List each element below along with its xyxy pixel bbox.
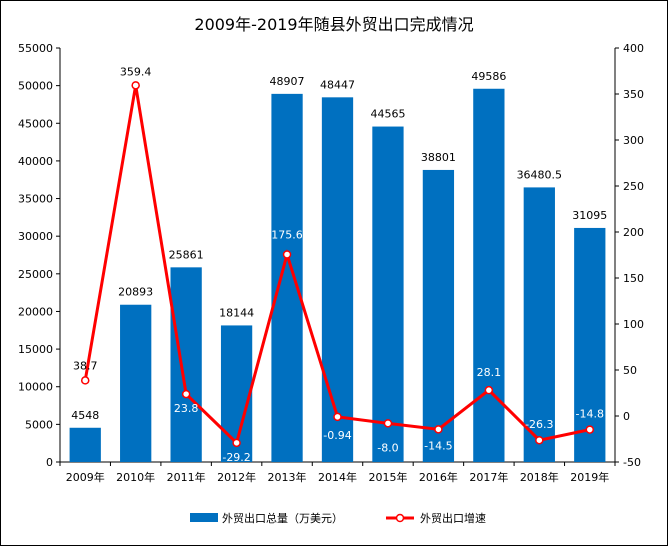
bar-data-label: 36480.5 bbox=[517, 168, 563, 181]
y-left-tick-label: 15000 bbox=[18, 343, 53, 356]
x-tick-label: 2017年 bbox=[469, 470, 508, 484]
growth-point bbox=[434, 425, 443, 434]
bar bbox=[372, 126, 404, 462]
bar bbox=[473, 88, 505, 462]
x-tick-label: 2011年 bbox=[167, 470, 206, 484]
legend-label-bar: 外贸出口总量（万美元） bbox=[222, 511, 343, 525]
x-tick-label: 2012年 bbox=[217, 470, 256, 484]
bar bbox=[69, 427, 101, 462]
y-left-tick-label: 50000 bbox=[18, 80, 53, 93]
y-right-tick-label: 150 bbox=[623, 272, 644, 285]
y-left-tick-label: 40000 bbox=[18, 155, 53, 168]
line-data-label: -8.0 bbox=[377, 441, 398, 454]
bar bbox=[321, 97, 354, 462]
bar bbox=[170, 267, 202, 462]
x-tick-label: 2018年 bbox=[520, 470, 559, 484]
chart-title: 2009年-2019年随县外贸出口完成情况 bbox=[194, 15, 474, 34]
growth-point bbox=[131, 81, 140, 90]
growth-point bbox=[80, 376, 90, 385]
line-data-label: -14.5 bbox=[424, 439, 452, 452]
growth-point bbox=[484, 385, 494, 395]
bar-data-label: 4548 bbox=[71, 409, 99, 422]
y-right-tick-label: 0 bbox=[623, 410, 630, 423]
y-left-tick-label: 10000 bbox=[18, 381, 53, 394]
bar bbox=[422, 169, 455, 462]
bar bbox=[574, 227, 606, 462]
line-data-label: -26.3 bbox=[525, 418, 553, 431]
x-tick-label: 2013年 bbox=[268, 470, 307, 484]
bar-data-label: 49586 bbox=[471, 70, 506, 83]
line-data-label: 28.1 bbox=[477, 366, 502, 379]
line-data-label: 23.8 bbox=[174, 402, 199, 415]
bar-data-label: 38801 bbox=[421, 151, 456, 164]
legend-label-line: 外贸出口增速 bbox=[420, 511, 486, 525]
bar-data-label: 18144 bbox=[219, 306, 254, 319]
legend-swatch-bar bbox=[190, 513, 218, 522]
bar-data-label: 44565 bbox=[370, 108, 405, 121]
x-tick-label: 2010年 bbox=[116, 470, 155, 484]
y-left-tick-label: 5000 bbox=[25, 418, 53, 431]
x-tick-label: 2014年 bbox=[318, 470, 357, 484]
growth-point bbox=[333, 412, 342, 422]
x-tick-label: 2016年 bbox=[419, 470, 458, 484]
y-left-tick-label: 30000 bbox=[18, 230, 53, 243]
growth-point bbox=[535, 435, 544, 445]
y-right-tick-label: 200 bbox=[623, 226, 644, 239]
y-right-tick-label: -50 bbox=[623, 456, 641, 469]
growth-point bbox=[585, 425, 595, 434]
line-data-label: -0.94 bbox=[323, 429, 351, 442]
bar-data-label: 25861 bbox=[169, 248, 204, 261]
line-data-label: 175.6 bbox=[271, 228, 303, 241]
growth-point bbox=[383, 419, 393, 428]
bar-data-label: 20893 bbox=[118, 286, 153, 299]
line-data-label: -14.8 bbox=[576, 408, 604, 421]
y-right-tick-label: 50 bbox=[623, 364, 637, 377]
y-left-tick-label: 25000 bbox=[18, 268, 53, 281]
x-tick-label: 2019年 bbox=[570, 470, 609, 484]
line-data-label: 38.7 bbox=[73, 359, 98, 372]
line-data-label: 359.4 bbox=[120, 65, 152, 78]
bar bbox=[271, 93, 303, 462]
y-right-tick-label: 400 bbox=[623, 42, 644, 55]
x-tick-label: 2015年 bbox=[368, 470, 407, 484]
y-right-tick-label: 300 bbox=[623, 134, 644, 147]
y-left-tick-label: 55000 bbox=[18, 42, 53, 55]
bar bbox=[523, 187, 555, 463]
y-right-tick-label: 100 bbox=[623, 318, 644, 331]
growth-point bbox=[282, 250, 292, 259]
bar-data-label: 48447 bbox=[320, 78, 355, 91]
growth-point bbox=[181, 389, 191, 399]
bar bbox=[120, 304, 152, 462]
x-tick-label: 2009年 bbox=[66, 470, 105, 484]
y-right-tick-label: 350 bbox=[623, 88, 644, 101]
bar-data-label: 31095 bbox=[572, 209, 607, 222]
y-left-tick-label: 20000 bbox=[18, 305, 53, 318]
bar-data-label: 48907 bbox=[270, 75, 305, 88]
growth-point bbox=[232, 438, 241, 448]
y-left-tick-label: 45000 bbox=[18, 117, 53, 130]
y-left-tick-label: 35000 bbox=[18, 193, 53, 206]
y-left-tick-label: 0 bbox=[46, 456, 53, 469]
legend-swatch-marker bbox=[395, 513, 405, 523]
line-data-label: -29.2 bbox=[222, 451, 250, 464]
y-right-tick-label: 250 bbox=[623, 180, 644, 193]
